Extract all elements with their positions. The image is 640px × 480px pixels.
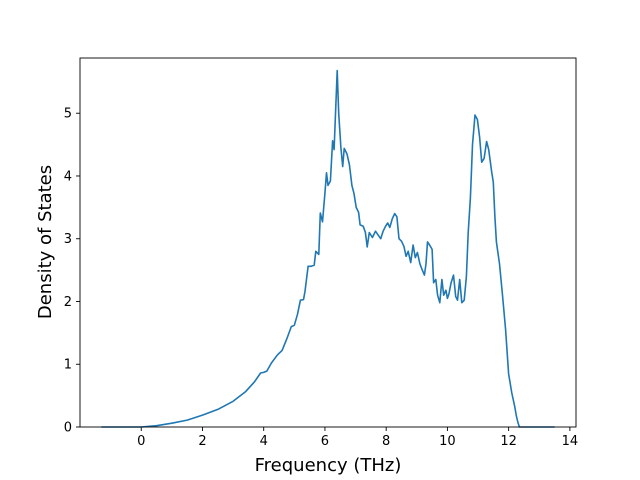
x-tick-label: 8 — [382, 434, 390, 449]
y-tick-label: 0 — [64, 421, 72, 436]
y-tick-label: 4 — [64, 169, 72, 184]
y-tick-label: 5 — [64, 107, 72, 122]
x-tick-label: 4 — [260, 434, 268, 449]
y-tick-label: 3 — [64, 232, 72, 247]
y-axis-title: Density of States — [35, 165, 56, 319]
y-tick-label: 2 — [64, 295, 72, 310]
x-tick-label: 6 — [321, 434, 329, 449]
x-tick-label: 10 — [439, 434, 456, 449]
series-line — [101, 69, 555, 428]
x-tick-label: 0 — [137, 434, 145, 449]
x-tick-label: 12 — [500, 434, 517, 449]
x-axis-title: Frequency (THz) — [255, 455, 402, 476]
y-tick-label: 1 — [64, 358, 72, 373]
plot-frame — [79, 57, 577, 428]
x-tick-label: 14 — [562, 434, 579, 449]
x-tick-label: 2 — [198, 434, 206, 449]
